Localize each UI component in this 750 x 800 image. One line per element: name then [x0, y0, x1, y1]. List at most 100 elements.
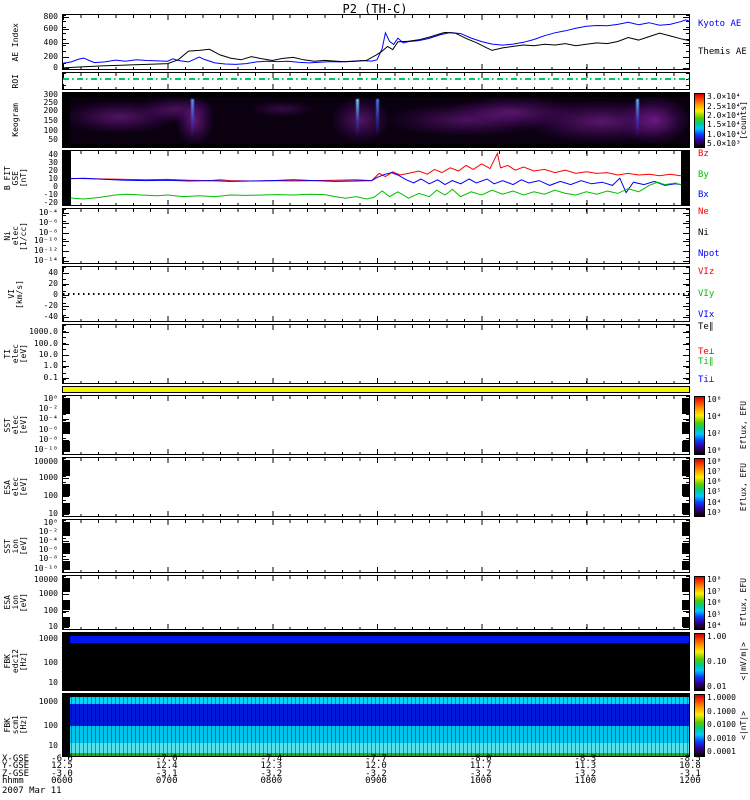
panel-ae: AE Index 800 600 400 200 0 Kyoto AE Themis AE	[0, 11, 750, 73]
x-ticks-minor-bottom	[63, 451, 689, 454]
legend-te-: Te⊥	[698, 347, 715, 358]
data-gap-mark-right	[682, 397, 689, 414]
plot-area-sst_i	[62, 519, 690, 573]
y-ticks-minor-right	[686, 209, 689, 263]
panel-esa_i: ESA ion [eV] 10000 1000 100 10 10⁸ 10⁷ 10⁶ 10⁵ 10⁴ E…	[0, 574, 750, 631]
x-ticks-minor-bottom	[63, 569, 689, 572]
colorbar-unit-label: <|mV/m|>	[738, 632, 749, 691]
data-gap-left	[63, 694, 70, 756]
colorbar	[694, 458, 705, 517]
colorbar-tick-label: 2.5×10⁴	[707, 101, 741, 111]
y-tick-label: 800	[43, 11, 58, 21]
axis-row-label-z-gse: Z-GSE	[2, 768, 30, 779]
y-tick-label: 200	[43, 52, 58, 61]
x-ticks-minor-top	[63, 520, 689, 523]
legend-vix: VIx	[698, 310, 715, 321]
legend-viy: VIy	[698, 289, 715, 299]
x-ticks-major-top	[63, 576, 689, 581]
y-tick-label: 200	[43, 106, 58, 116]
axis-row-value: 11.7	[469, 761, 492, 772]
page-title: P2 (TH-C)	[342, 2, 408, 16]
colorbar-tick-label: 10⁴	[707, 621, 722, 631]
data-gap-mark-right	[682, 441, 689, 453]
keogram-emission-cloud	[620, 97, 689, 144]
axis-row-value: 0700	[155, 775, 178, 786]
axis-row-value: -8.5	[679, 754, 701, 764]
colorbar	[694, 93, 705, 148]
spectrogram-band	[63, 703, 689, 727]
series-bx	[63, 172, 689, 194]
y-tick-label: 10000	[33, 457, 58, 467]
panel-sst_i: SST ion [eV] 10⁰ 10⁻² 10⁻⁴ 10⁻⁶ 10⁻⁸ 10⁻¹⁰	[0, 518, 750, 573]
y-tick-label: 10⁻⁸	[38, 227, 58, 237]
y-tick-mark	[63, 559, 69, 561]
y-tick-label: 10⁻⁴	[38, 536, 58, 546]
colorbar-unit-label: Eflux, EFU	[738, 457, 749, 517]
colorbar-tick-label: 10⁴	[707, 497, 722, 507]
y-tick-mark	[63, 283, 69, 285]
axis-row-value: 1000	[469, 775, 492, 786]
x-ticks-major-top	[63, 325, 689, 330]
legend-te-: Te∥	[698, 322, 714, 332]
y-tick-mark	[63, 495, 69, 497]
y-tick-label: 1000	[38, 696, 58, 706]
axis-row-value: -8.3	[574, 754, 597, 764]
keogram-emission-cloud	[250, 101, 314, 118]
spectrogram-band	[63, 144, 689, 147]
y-tick-mark	[63, 29, 69, 30]
colorbar	[694, 396, 705, 455]
y-tick-label: 250	[43, 97, 58, 107]
y-tick-label: 10000	[33, 574, 58, 584]
keogram-aurora-streak	[191, 99, 195, 138]
colorbar-tick-label: 10⁶	[707, 395, 722, 405]
x-ticks-minor-top	[63, 151, 689, 154]
colorbar-tick-label: 5.0×10³	[707, 139, 741, 149]
y-tick-mark	[63, 477, 69, 479]
colorbar-tick-label: 10⁵	[707, 609, 722, 619]
y-tick-label: 10⁻¹⁰	[33, 445, 58, 454]
colorbar-tick-label: 0.0010	[707, 733, 736, 743]
plot-area-esa_i	[62, 575, 690, 630]
colorbar-tick-label: 10³	[707, 507, 722, 517]
series-themis-ae	[63, 31, 689, 69]
data-gap-mark-left	[63, 577, 70, 593]
x-ticks-major-top	[63, 396, 689, 401]
colorbar-unit-text: [counts]	[738, 100, 748, 140]
x-ticks-minor-top	[63, 209, 689, 212]
y-tick-label: 10⁻¹⁰	[33, 236, 58, 246]
colorbar-unit-label: <|nT|>	[738, 693, 749, 757]
keogram-aurora-streak	[355, 99, 359, 138]
colorbar-tick-label: 10⁷	[707, 467, 722, 477]
y-tick-label: 10⁻⁸	[38, 434, 58, 444]
y-ticks-minor-left	[63, 209, 66, 263]
keogram-aurora-streak	[376, 99, 379, 138]
y-tick-label: 10.0	[38, 350, 58, 359]
spectrogram-band	[63, 643, 689, 690]
colorbar-tick-label: 0.0001	[707, 747, 736, 757]
y-tick-label: 40	[48, 267, 58, 277]
y-tick-mark	[63, 43, 69, 44]
axis-row-value: 1100	[574, 775, 597, 786]
axis-row-value: -3.2	[574, 768, 597, 779]
reference-line	[63, 293, 689, 295]
y-tick-mark	[63, 594, 69, 596]
legend-ti-: Ti∥	[698, 356, 714, 367]
colorbar	[694, 694, 705, 757]
series-lines	[63, 151, 689, 200]
colorbar	[694, 576, 705, 630]
y-tick-label: 20	[48, 278, 58, 288]
spectrogram-band	[63, 635, 689, 644]
data-gap-mark-right	[682, 422, 689, 434]
x-ticks-major-top	[63, 73, 689, 78]
y-tick-label: 10⁰	[43, 394, 58, 403]
colorbar-tick-label: 10⁵	[707, 487, 722, 497]
x-ticks-minor-top	[63, 73, 689, 76]
panel-bfit: B FIT GSE [nT] 40 30 20 10 0 -10 -20 Bz By Bx	[0, 150, 750, 207]
axis-row-value: -3.0	[51, 768, 73, 779]
colorbar-tick-label: 0.1000	[707, 706, 736, 716]
series-lines	[63, 19, 689, 69]
x-ticks-major-top	[63, 458, 689, 463]
y-tick-label: 1000	[38, 472, 58, 482]
colorbar-unit-text: <|nT|>	[738, 710, 748, 740]
colorbar-tick-label: 1.00	[707, 632, 727, 642]
